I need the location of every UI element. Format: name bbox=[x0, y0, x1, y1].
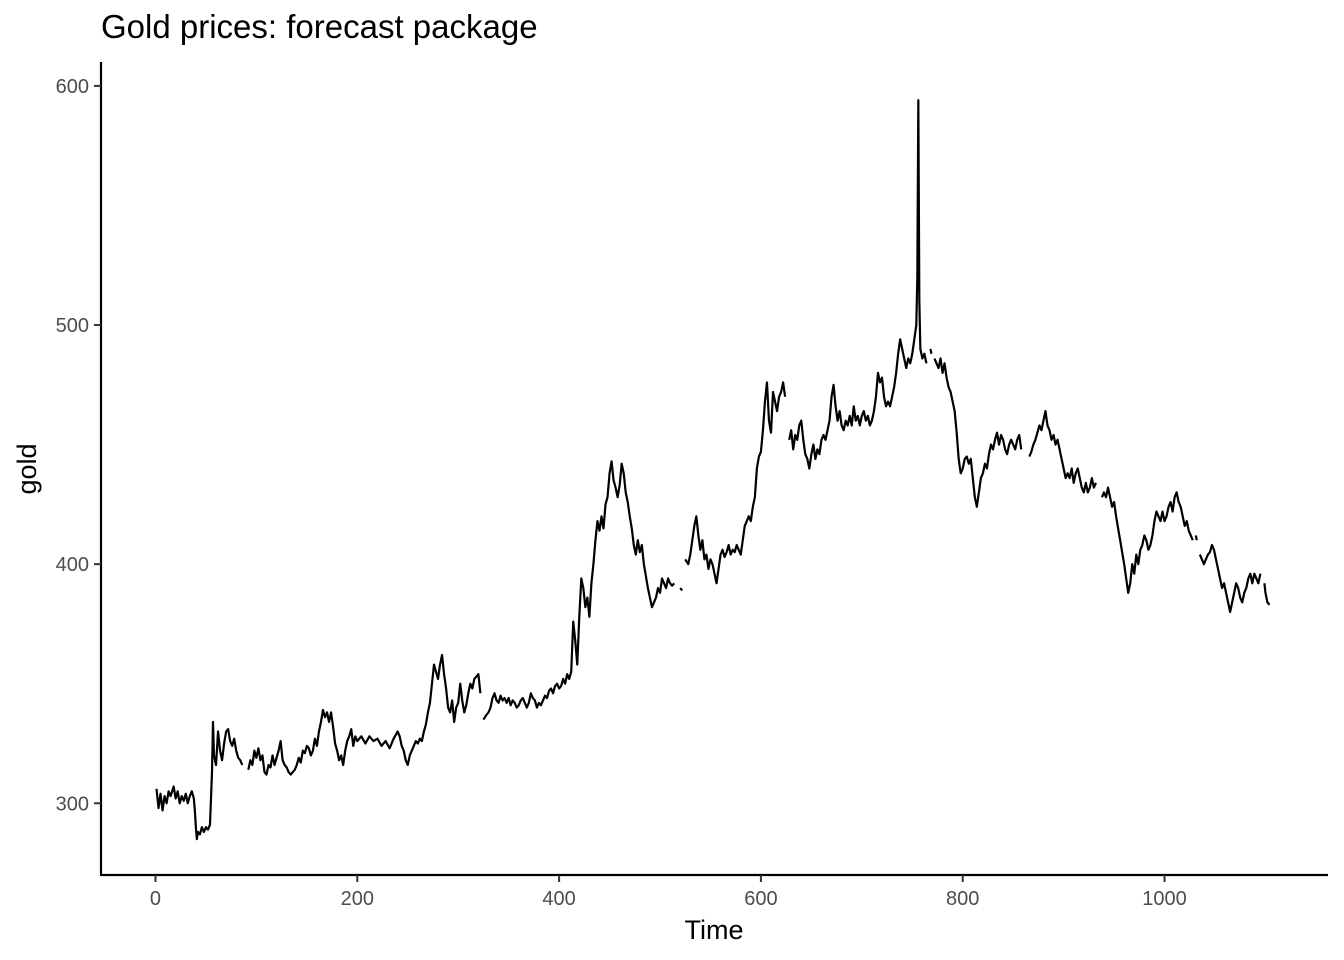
chart-title: Gold prices: forecast package bbox=[101, 8, 538, 45]
series-line-segment bbox=[482, 460, 675, 721]
series-line-segment bbox=[247, 653, 482, 776]
y-axis: 300 400 500 600 bbox=[56, 62, 103, 876]
x-tick-label: 800 bbox=[946, 888, 979, 910]
series-line-segment bbox=[155, 720, 244, 841]
series-line-segment bbox=[1100, 486, 1194, 594]
y-tick-label: 600 bbox=[56, 76, 89, 98]
series-line-segment bbox=[1263, 583, 1271, 606]
x-tick-label: 0 bbox=[150, 888, 161, 910]
series-line-segment bbox=[1028, 410, 1097, 494]
y-tick-label: 400 bbox=[56, 554, 89, 576]
y-axis-title: gold bbox=[12, 443, 42, 494]
series-line-segment bbox=[933, 357, 1023, 508]
series-line-segment bbox=[679, 587, 684, 592]
series-line-segment bbox=[684, 381, 787, 585]
x-tick-label: 1000 bbox=[1142, 888, 1187, 910]
y-tick-label: 300 bbox=[56, 793, 89, 815]
x-tick-label: 200 bbox=[341, 888, 374, 910]
x-tick-label: 400 bbox=[542, 888, 575, 910]
plot-area bbox=[155, 99, 1271, 841]
x-axis-title: Time bbox=[685, 915, 744, 945]
series-line-segment bbox=[929, 348, 933, 354]
series-line-segment bbox=[1194, 535, 1198, 541]
x-tick-label: 600 bbox=[744, 888, 777, 910]
series-line-segment bbox=[1198, 543, 1262, 614]
x-axis: 0 200 400 600 800 1000 bbox=[101, 873, 1328, 910]
series-line-segment bbox=[788, 99, 928, 470]
y-tick-label: 500 bbox=[56, 315, 89, 337]
